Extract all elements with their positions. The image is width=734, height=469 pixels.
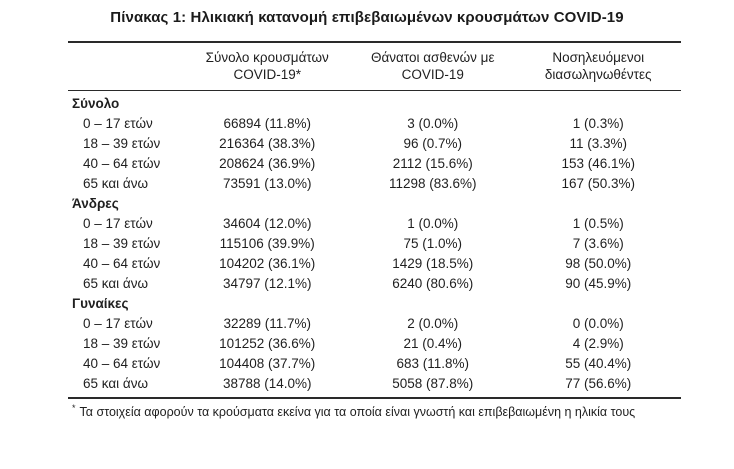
age-group-label: 18 – 39 ετών bbox=[83, 236, 161, 251]
table-row: 18 – 39 ετών 216364 (38.3%) 96 (0.7%) 11… bbox=[68, 134, 681, 154]
table-row: 18 – 39 ετών 115106 (39.9%) 75 (1.0%) 7 … bbox=[68, 234, 681, 254]
table-row: 65 και άνω 34797 (12.1%) 6240 (80.6%) 90… bbox=[68, 274, 681, 294]
table-row: 65 και άνω 38788 (14.0%) 5058 (87.8%) 77… bbox=[68, 374, 681, 398]
table-row: 40 – 64 ετών 104202 (36.1%) 1429 (18.5%)… bbox=[68, 254, 681, 274]
cases-value: 208624 (36.9%) bbox=[219, 156, 316, 171]
cases-value: 34797 (12.1%) bbox=[222, 276, 312, 291]
deaths-value: 3 (0.0%) bbox=[407, 116, 459, 131]
age-group-label: 65 και άνω bbox=[83, 376, 149, 391]
section-row-total: Σύνολο bbox=[68, 91, 681, 115]
deaths-value: 11298 (83.6%) bbox=[388, 176, 477, 191]
age-group-label: 40 – 64 ετών bbox=[83, 256, 161, 271]
intubated-value: 0 (0.0%) bbox=[572, 316, 624, 331]
intubated-value: 4 (2.9%) bbox=[572, 336, 624, 351]
section-row-men: Άνδρες bbox=[68, 194, 681, 214]
table-row: 0 – 17 ετών 66894 (11.8%) 3 (0.0%) 1 (0.… bbox=[68, 114, 681, 134]
deaths-value: 96 (0.7%) bbox=[403, 136, 462, 151]
table-row: 18 – 39 ετών 101252 (36.6%) 21 (0.4%) 4 … bbox=[68, 334, 681, 354]
section-row-women: Γυναίκες bbox=[68, 294, 681, 314]
deaths-value: 5058 (87.8%) bbox=[392, 376, 474, 391]
deaths-value: 75 (1.0%) bbox=[403, 236, 462, 251]
section-label: Άνδρες bbox=[72, 196, 119, 211]
intubated-value: 11 (3.3%) bbox=[569, 136, 627, 151]
intubated-value: 90 (45.9%) bbox=[565, 276, 632, 291]
cases-value: 66894 (11.8%) bbox=[223, 116, 311, 131]
cases-value: 32289 (11.7%) bbox=[223, 316, 311, 331]
deaths-value: 6240 (80.6%) bbox=[392, 276, 474, 291]
age-group-label: 18 – 39 ετών bbox=[83, 136, 161, 151]
col-header-line: Νοσηλευόμενοι bbox=[552, 50, 645, 65]
col-header-deaths: Θάνατοι ασθενών με COVID-19 bbox=[349, 42, 516, 91]
age-group-label: 65 και άνω bbox=[83, 176, 149, 191]
table-row: 65 και άνω 73591 (13.0%) 11298 (83.6%) 1… bbox=[68, 174, 681, 194]
intubated-value: 1 (0.3%) bbox=[572, 116, 624, 131]
covid-age-distribution-table: Σύνολο κρουσμάτων COVID-19* Θάνατοι ασθε… bbox=[68, 41, 681, 399]
age-group-label: 40 – 64 ετών bbox=[83, 156, 161, 171]
cases-value: 104202 (36.1%) bbox=[219, 256, 316, 271]
section-label: Γυναίκες bbox=[72, 296, 129, 311]
header-row: Σύνολο κρουσμάτων COVID-19* Θάνατοι ασθε… bbox=[68, 42, 681, 91]
table-header: Σύνολο κρουσμάτων COVID-19* Θάνατοι ασθε… bbox=[68, 42, 681, 91]
deaths-value: 1429 (18.5%) bbox=[392, 256, 474, 271]
footnote-text: Τα στοιχεία αφορούν τα κρούσματα εκείνα … bbox=[79, 405, 636, 420]
cases-value: 216364 (38.3%) bbox=[219, 136, 316, 151]
col-header-line: COVID-19 bbox=[401, 67, 464, 82]
age-group-label: 18 – 39 ετών bbox=[83, 336, 161, 351]
age-group-label: 0 – 17 ετών bbox=[83, 116, 153, 131]
intubated-value: 77 (56.6%) bbox=[565, 376, 632, 391]
intubated-value: 7 (3.6%) bbox=[572, 236, 624, 251]
intubated-value: 167 (50.3%) bbox=[561, 176, 635, 191]
footnote-asterisk: * bbox=[72, 403, 76, 413]
cases-value: 101252 (36.6%) bbox=[219, 336, 316, 351]
section-label: Σύνολο bbox=[72, 96, 120, 111]
footnote: * Τα στοιχεία αφορούν τα κρούσματα εκείνα… bbox=[68, 399, 681, 419]
age-group-label: 40 – 64 ετών bbox=[83, 356, 161, 371]
deaths-value: 2 (0.0%) bbox=[407, 316, 459, 331]
age-group-label: 0 – 17 ετών bbox=[83, 216, 153, 231]
cases-value: 73591 (13.0%) bbox=[222, 176, 312, 191]
deaths-value: 21 (0.4%) bbox=[403, 336, 462, 351]
table-row: 40 – 64 ετών 208624 (36.9%) 2112 (15.6%)… bbox=[68, 154, 681, 174]
deaths-value: 1 (0.0%) bbox=[407, 216, 459, 231]
page-title: Πίνακας 1: Ηλικιακή κατανομή επιβεβαιωμέ… bbox=[110, 9, 624, 26]
col-header-intubated: Νοσηλευόμενοι διασωληνωθέντες bbox=[515, 42, 681, 91]
intubated-value: 153 (46.1%) bbox=[561, 156, 635, 171]
age-group-label: 65 και άνω bbox=[83, 276, 149, 291]
table-row: 0 – 17 ετών 32289 (11.7%) 2 (0.0%) 0 (0.… bbox=[68, 314, 681, 334]
cases-value: 115106 (39.9%) bbox=[219, 236, 315, 251]
cases-value: 104408 (37.7%) bbox=[219, 356, 316, 371]
col-header-total-cases: Σύνολο κρουσμάτων COVID-19* bbox=[184, 42, 350, 91]
age-group-label: 0 – 17 ετών bbox=[83, 316, 153, 331]
cases-value: 38788 (14.0%) bbox=[222, 376, 312, 391]
intubated-value: 55 (40.4%) bbox=[565, 356, 632, 371]
table-row: 0 – 17 ετών 34604 (12.0%) 1 (0.0%) 1 (0.… bbox=[68, 214, 681, 234]
intubated-value: 98 (50.0%) bbox=[565, 256, 632, 271]
deaths-value: 2112 (15.6%) bbox=[392, 156, 473, 171]
col-header-line: διασωληνωθέντες bbox=[544, 67, 652, 82]
col-header-line: Θάνατοι ασθενών με bbox=[370, 50, 495, 65]
col-header-line: Σύνολο κρουσμάτων bbox=[205, 50, 329, 65]
col-header-empty bbox=[68, 42, 185, 91]
deaths-value: 683 (11.8%) bbox=[396, 356, 469, 371]
col-header-line: COVID-19* bbox=[233, 67, 301, 82]
intubated-value: 1 (0.5%) bbox=[572, 216, 624, 231]
cases-value: 34604 (12.0%) bbox=[222, 216, 312, 231]
table-row: 40 – 64 ετών 104408 (37.7%) 683 (11.8%) … bbox=[68, 354, 681, 374]
